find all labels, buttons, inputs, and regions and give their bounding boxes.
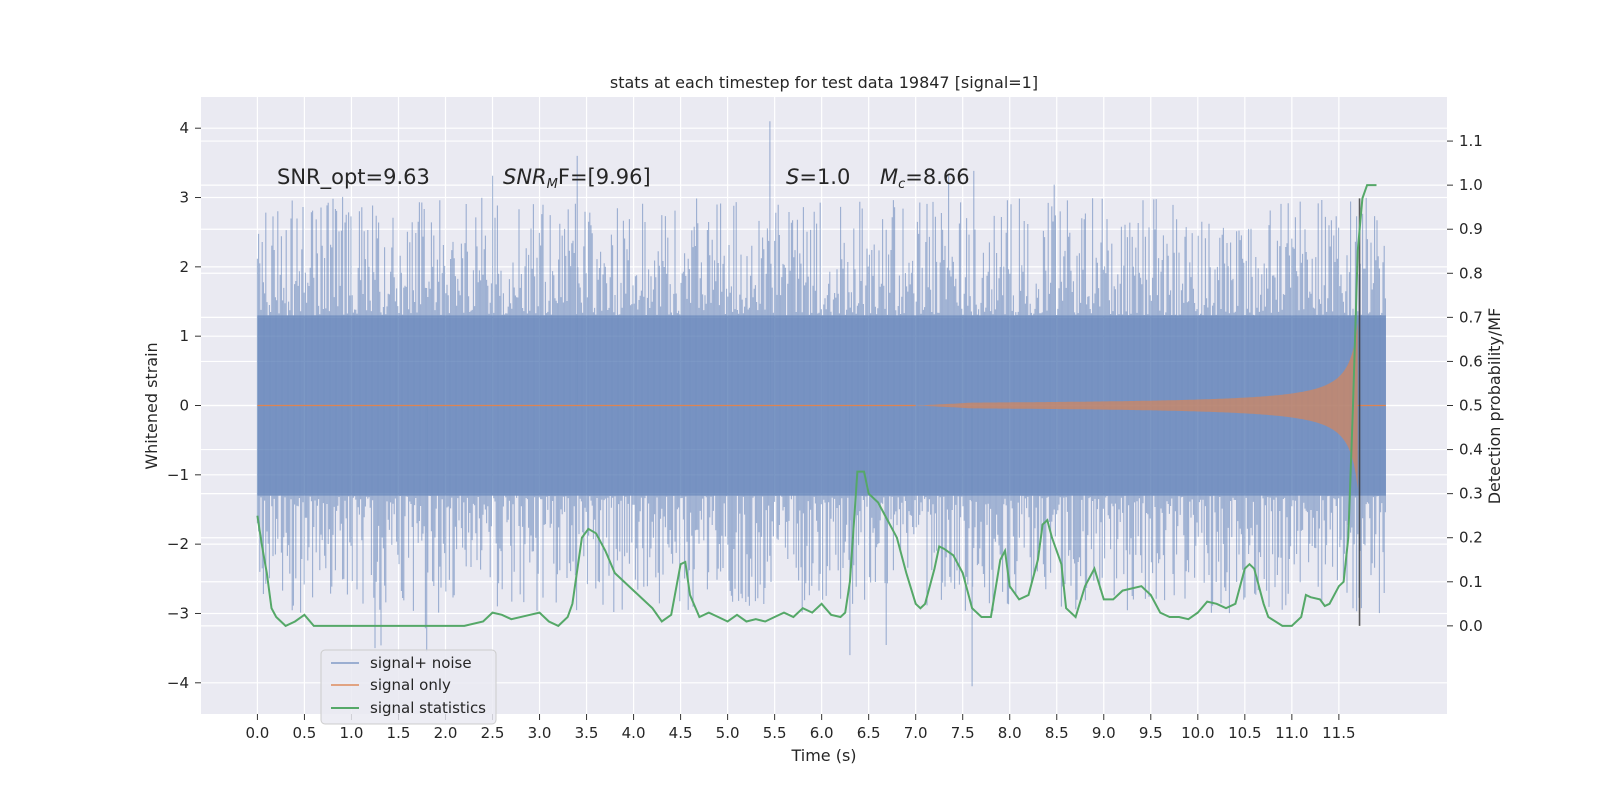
legend-label-signal-statistics: signal statistics	[370, 699, 486, 717]
annotation-snr-mf-suffix: F=[9.96]	[558, 165, 651, 189]
x-tick-label: 10.5	[1228, 724, 1261, 742]
legend-box	[320, 649, 497, 725]
right-y-tick-label: 0.4	[1459, 441, 1483, 459]
annotation-s-label: S	[786, 165, 799, 189]
right-y-tick-label: 0.6	[1459, 352, 1483, 370]
left-y-tick-label: 1	[179, 327, 189, 345]
signal-envelope	[915, 322, 1358, 489]
x-tick-label: 7.0	[904, 724, 928, 742]
right-y-tick-label: 0.1	[1459, 573, 1483, 591]
x-tick-label: 4.5	[669, 724, 693, 742]
right-y-tick-label: 0.2	[1459, 529, 1483, 547]
x-tick-label: 3.5	[575, 724, 599, 742]
left-y-axis-label: Whitened strain	[142, 342, 161, 469]
x-tick-label: 2.0	[434, 724, 458, 742]
x-tick-label: 2.5	[481, 724, 505, 742]
x-tick-label: 8.5	[1045, 724, 1069, 742]
left-y-tick-label: 0	[179, 397, 189, 415]
annotation-mc-sub: c	[898, 177, 905, 192]
x-axis-label: Time (s)	[790, 746, 856, 765]
annotation-mc: Mc=8.66	[880, 165, 970, 192]
noise-trace	[256, 121, 1386, 687]
left-y-tick-label: −2	[167, 535, 189, 553]
x-tick-label: 3.0	[528, 724, 552, 742]
right-y-tick-label: 1.1	[1459, 132, 1483, 150]
x-tick-label: 9.0	[1092, 724, 1116, 742]
legend: signal+ noise signal only signal statist…	[320, 649, 497, 725]
x-tick-label: 8.0	[998, 724, 1022, 742]
chart-title: stats at each timestep for test data 198…	[610, 73, 1038, 92]
x-tick-label: 9.5	[1139, 724, 1163, 742]
x-tick-label: 6.0	[810, 724, 834, 742]
annotation-snr-mf-prefix: SNR	[503, 165, 547, 189]
series-signal-statistics	[256, 184, 1377, 628]
x-tick-label: 7.5	[951, 724, 975, 742]
right-y-axis-label: Detection probability/MF	[1485, 308, 1504, 505]
series-signal-only	[257, 322, 1386, 489]
x-tick-label: 0.5	[293, 724, 317, 742]
annotation-snr-mf: SNRMF=[9.96]	[503, 165, 651, 192]
left-y-tick-label: −1	[167, 466, 189, 484]
annotation-mc-label: M	[880, 165, 898, 189]
left-y-tick-label: −4	[167, 674, 189, 692]
x-tick-label: 4.0	[622, 724, 646, 742]
x-tick-label: 11.0	[1275, 724, 1308, 742]
left-y-tick-label: −3	[167, 604, 189, 622]
right-y-tick-label: 0.7	[1459, 308, 1483, 326]
annotation-s: S=1.0	[786, 165, 850, 189]
x-tick-label: 0.0	[245, 724, 269, 742]
right-y-tick-label: 0.9	[1459, 220, 1483, 238]
x-tick-label: 11.5	[1322, 724, 1355, 742]
right-y-tick-label: 0.0	[1459, 617, 1483, 635]
x-tick-label: 5.0	[716, 724, 740, 742]
left-y-tick-label: 2	[179, 258, 189, 276]
x-tick-label: 6.5	[857, 724, 881, 742]
left-y-tick-label: 3	[179, 189, 189, 207]
x-axis-ticks: 0.0 0.5 1.0 1.5 2.0 2.5 3.0 3.5 4.0 4.5 5.0 5.5 6.0 6…	[245, 714, 1356, 742]
right-y-tick-label: 0.8	[1459, 264, 1483, 282]
annotation-snr-opt: SNR_opt=9.63	[277, 165, 430, 190]
right-y-tick-label: 1.0	[1459, 176, 1483, 194]
annotation-s-value: =1.0	[799, 165, 850, 189]
x-tick-label: 1.0	[340, 724, 364, 742]
x-tick-label: 5.5	[763, 724, 787, 742]
x-tick-label: 1.5	[387, 724, 411, 742]
x-tick-label: 10.0	[1181, 724, 1214, 742]
right-y-tick-label: 0.5	[1459, 397, 1483, 415]
right-y-axis-ticks: 1.1 1.0 0.9 0.8 0.7 0.6 0.5 0.4 0.3 0.2 0.1 0.0	[1447, 132, 1483, 635]
legend-label-signal-only: signal only	[370, 676, 451, 694]
right-y-tick-label: 0.3	[1459, 485, 1483, 503]
annotation-snr-mf-sub: M	[547, 177, 558, 192]
left-y-tick-label: 4	[179, 119, 189, 137]
left-y-axis-ticks: 4 3 2 1 0 −1 −2 −3 −4	[167, 119, 201, 692]
annotation-mc-value: =8.66	[905, 165, 969, 189]
legend-label-signal-plus-noise: signal+ noise	[370, 654, 472, 672]
